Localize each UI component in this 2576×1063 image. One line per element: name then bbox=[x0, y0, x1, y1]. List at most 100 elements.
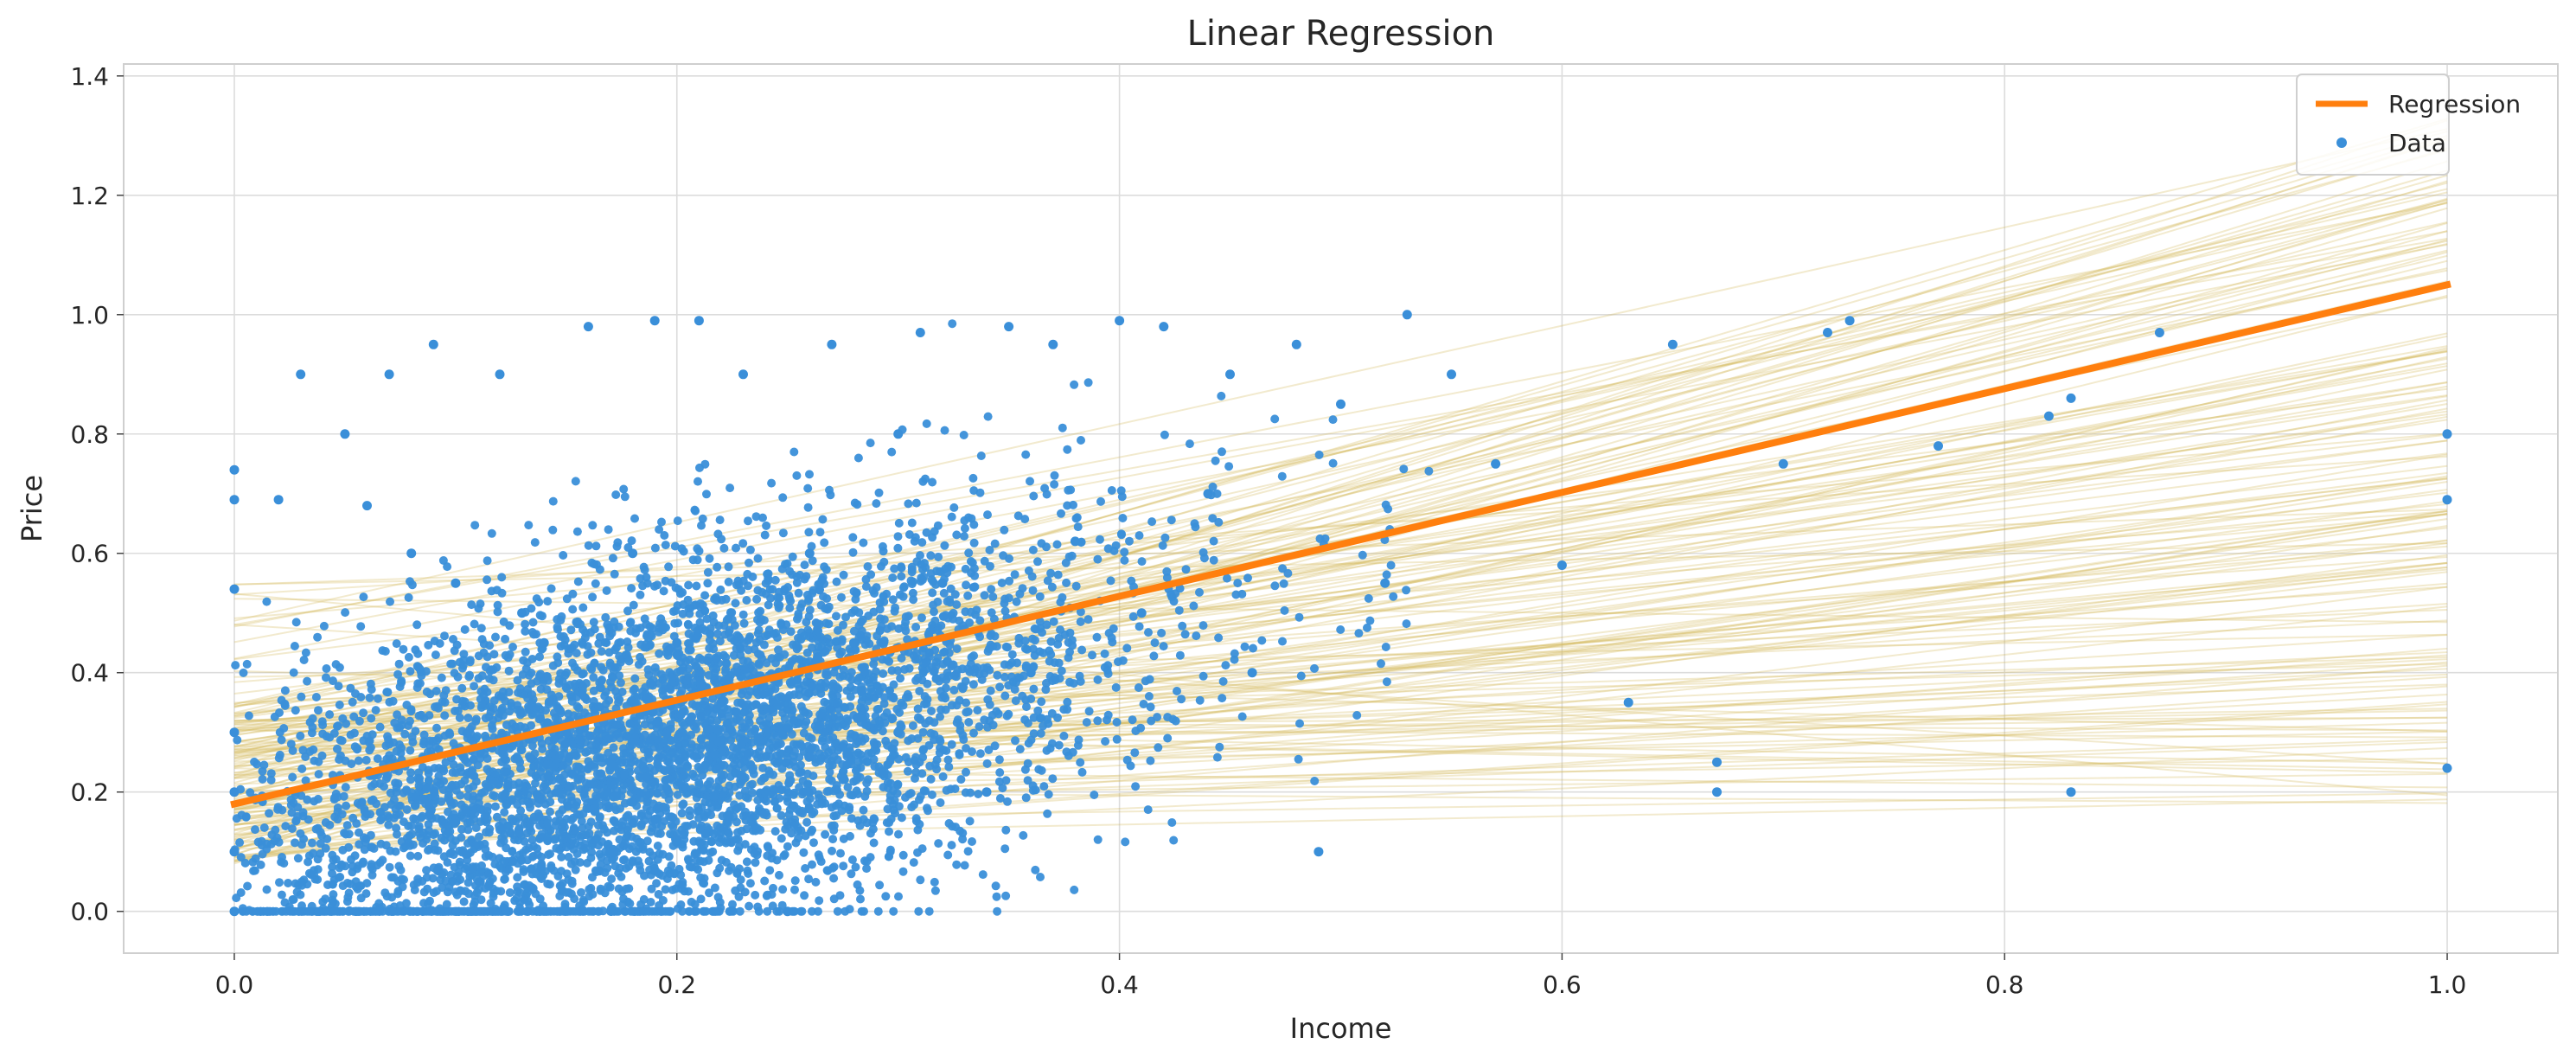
data-point bbox=[288, 906, 297, 916]
data-point bbox=[750, 842, 759, 852]
data-point bbox=[434, 745, 444, 754]
data-point bbox=[715, 898, 725, 907]
data-point bbox=[244, 711, 253, 720]
data-point bbox=[659, 586, 668, 596]
data-point bbox=[451, 707, 460, 715]
data-point bbox=[751, 700, 761, 709]
data-point bbox=[980, 556, 989, 566]
data-point bbox=[909, 595, 918, 605]
data-point bbox=[911, 623, 921, 631]
data-point bbox=[1004, 681, 1013, 690]
data-point bbox=[1280, 605, 1289, 615]
data-point bbox=[296, 731, 305, 740]
data-point bbox=[965, 816, 975, 826]
data-point bbox=[563, 781, 572, 791]
data-point bbox=[797, 806, 807, 816]
data-point bbox=[840, 702, 849, 712]
data-point bbox=[578, 895, 588, 905]
data-point bbox=[1029, 729, 1039, 739]
data-point bbox=[662, 648, 671, 657]
data-point bbox=[875, 605, 885, 614]
data-point bbox=[673, 790, 682, 799]
data-point bbox=[558, 790, 567, 799]
data-point bbox=[410, 886, 419, 894]
data-point bbox=[454, 868, 463, 877]
data-point bbox=[695, 668, 704, 677]
data-point bbox=[589, 618, 598, 627]
data-point bbox=[685, 806, 694, 816]
data-point bbox=[652, 867, 662, 876]
data-point bbox=[733, 846, 743, 855]
data-point bbox=[636, 590, 645, 599]
data-point bbox=[565, 753, 573, 763]
data-point bbox=[1139, 700, 1148, 708]
data-point bbox=[772, 804, 782, 813]
data-point bbox=[1002, 711, 1012, 720]
data-point bbox=[1044, 790, 1053, 799]
data-point bbox=[526, 753, 535, 763]
data-point bbox=[568, 658, 577, 668]
data-point bbox=[429, 888, 438, 898]
sample-line bbox=[233, 592, 2448, 797]
data-point bbox=[755, 804, 764, 813]
data-point bbox=[637, 739, 647, 748]
data-point bbox=[231, 661, 240, 670]
data-point bbox=[944, 819, 954, 828]
data-point bbox=[856, 894, 865, 904]
data-point bbox=[787, 829, 796, 838]
data-point bbox=[665, 668, 674, 677]
data-point bbox=[742, 596, 751, 605]
data-point bbox=[843, 716, 853, 726]
data-point bbox=[1118, 514, 1128, 522]
data-point bbox=[591, 541, 601, 551]
data-point bbox=[736, 650, 745, 660]
data-point bbox=[481, 731, 490, 740]
data-point bbox=[668, 886, 677, 894]
data-point bbox=[627, 584, 636, 593]
data-point bbox=[775, 870, 783, 880]
data-point bbox=[415, 679, 425, 688]
data-point bbox=[1120, 548, 1129, 557]
data-point bbox=[601, 612, 610, 622]
data-point bbox=[280, 686, 290, 695]
data-point bbox=[1077, 645, 1087, 655]
data-point bbox=[425, 711, 434, 720]
data-point bbox=[1218, 676, 1228, 686]
data-point bbox=[879, 699, 889, 708]
data-point bbox=[301, 776, 310, 785]
data-point bbox=[777, 620, 786, 630]
data-point bbox=[601, 700, 610, 708]
data-point bbox=[705, 888, 713, 898]
data-point bbox=[681, 738, 690, 747]
data-point bbox=[907, 734, 917, 743]
data-point bbox=[577, 770, 586, 779]
data-point bbox=[879, 669, 888, 678]
data-point bbox=[798, 787, 808, 797]
data-point bbox=[1377, 659, 1385, 669]
data-point bbox=[1033, 557, 1042, 567]
data-point bbox=[912, 557, 922, 567]
data-point bbox=[589, 673, 598, 682]
data-point bbox=[559, 551, 568, 560]
data-point bbox=[1035, 592, 1045, 601]
data-point bbox=[248, 906, 257, 916]
data-point bbox=[266, 769, 276, 778]
data-point bbox=[975, 632, 985, 642]
data-point bbox=[627, 832, 636, 842]
data-point bbox=[872, 499, 881, 509]
data-point bbox=[678, 653, 687, 663]
data-point bbox=[568, 813, 578, 823]
data-point bbox=[457, 683, 467, 693]
data-point bbox=[960, 861, 969, 870]
data-point bbox=[692, 743, 701, 752]
data-point bbox=[483, 556, 492, 566]
data-point bbox=[239, 668, 248, 677]
data-point bbox=[805, 746, 815, 755]
data-point bbox=[684, 906, 694, 916]
data-point bbox=[983, 510, 992, 520]
data-point bbox=[772, 906, 782, 916]
data-point bbox=[704, 670, 713, 680]
data-point bbox=[361, 755, 371, 765]
data-point bbox=[1007, 672, 1016, 682]
data-point bbox=[704, 855, 713, 865]
